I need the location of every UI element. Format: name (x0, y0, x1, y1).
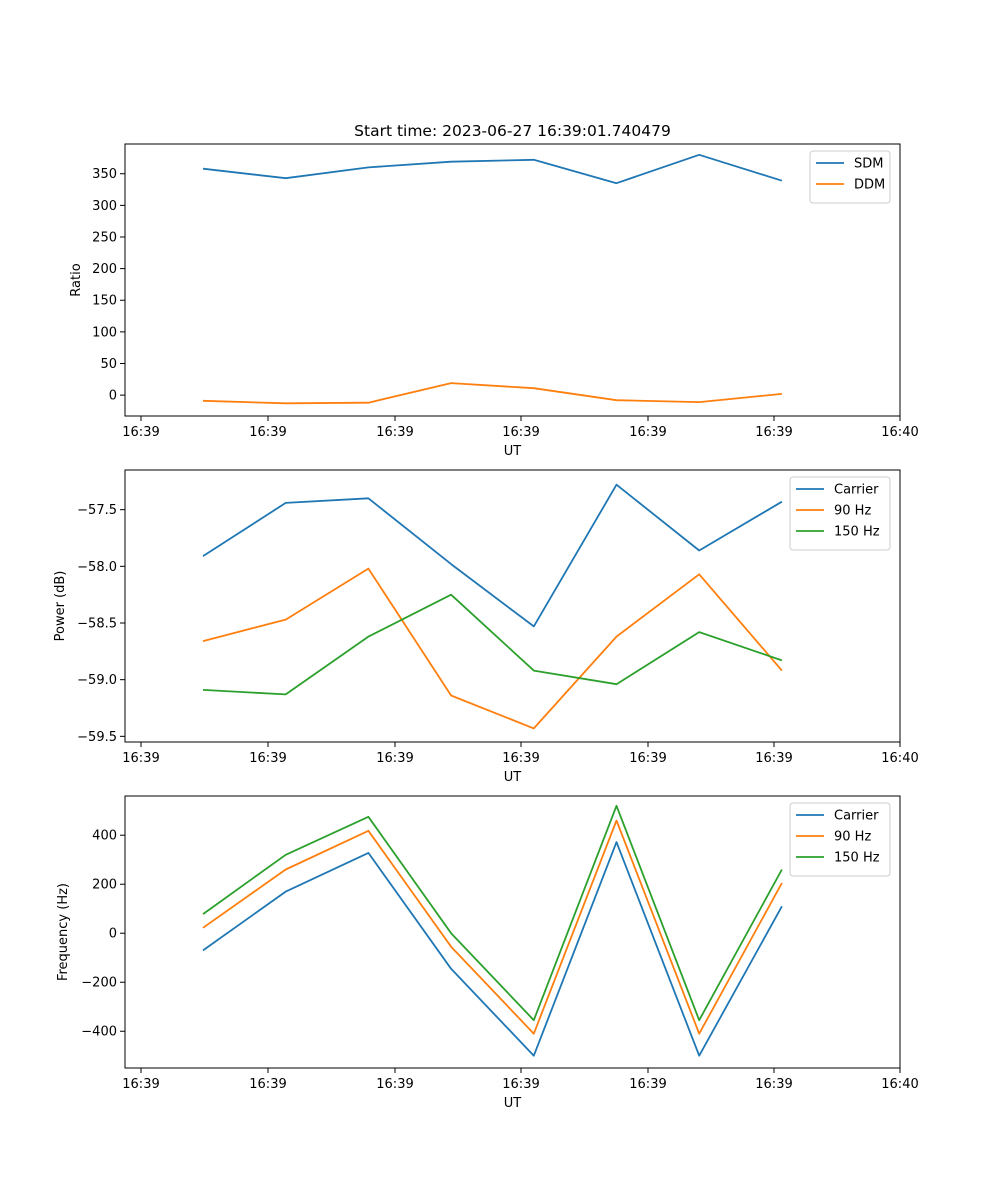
y-tick-label: −58.5 (77, 617, 117, 632)
x-tick-label: 16:39 (755, 1077, 792, 1092)
series-line-sdm (202, 153, 783, 185)
series-line-carrier (202, 841, 783, 1057)
x-tick-label: 16:39 (249, 751, 286, 766)
series-line-90-hz (202, 819, 783, 1035)
y-tick-label: 0 (109, 927, 117, 942)
y-tick-label: −200 (81, 976, 117, 991)
x-axis-label: UT (504, 444, 522, 459)
y-tick-label: 0 (109, 389, 117, 404)
x-tick-label: 16:39 (502, 751, 539, 766)
x-tick-label: 16:39 (122, 425, 159, 440)
legend-label: 150 Hz (834, 525, 880, 540)
ratio-panel: 16:39 16:39 16:39 16:39 16:39 16:39 16:40 0 50 10… (69, 143, 919, 459)
x-tick-label: 16:40 (881, 751, 918, 766)
y-tick-label: 50 (100, 357, 117, 372)
y-tick-label: −58.0 (77, 560, 117, 575)
x-tick-label: 16:39 (502, 425, 539, 440)
frequency-panel: 16:39 16:39 16:39 16:39 16:39 16:39 16:40 −400 −… (56, 795, 919, 1111)
series-line-carrier (202, 483, 783, 628)
legend-label: DDM (854, 178, 885, 193)
x-axis-label: UT (504, 770, 522, 785)
legend-label: 150 Hz (834, 851, 880, 866)
y-axis-label: Power (dB) (53, 571, 68, 642)
y-tick-label: 250 (92, 230, 117, 245)
legend-label: 90 Hz (834, 830, 871, 845)
x-tick-label: 16:39 (376, 751, 413, 766)
series-line-90-hz (202, 567, 783, 730)
y-tick-label: 200 (92, 878, 117, 893)
y-tick-label: −57.5 (77, 503, 117, 518)
x-tick-label: 16:39 (376, 1077, 413, 1092)
x-axis-label: UT (504, 1096, 522, 1111)
legend-label: 90 Hz (834, 504, 871, 519)
y-tick-label: 350 (92, 167, 117, 182)
y-tick-label: 400 (92, 829, 117, 844)
legend: SDM DDM (809, 150, 891, 204)
x-tick-label: 16:40 (881, 425, 918, 440)
legend: Carrier 90 Hz 150 Hz (789, 802, 891, 877)
chart-title: Start time: 2023-06-27 16:39:01.740479 (354, 122, 671, 140)
x-tick-label: 16:39 (629, 425, 666, 440)
y-axis-label: Ratio (69, 263, 84, 296)
x-tick-label: 16:39 (122, 751, 159, 766)
x-tick-label: 16:39 (502, 1077, 539, 1092)
x-tick-label: 16:39 (629, 1077, 666, 1092)
y-tick-label: 200 (92, 262, 117, 277)
x-tick-label: 16:39 (122, 1077, 159, 1092)
y-tick-label: −400 (81, 1025, 117, 1040)
x-tick-label: 16:39 (249, 425, 286, 440)
plot-frame (124, 469, 901, 743)
x-tick-label: 16:39 (376, 425, 413, 440)
x-tick-label: 16:40 (881, 1077, 918, 1092)
legend-box (809, 150, 891, 204)
legend-label: Carrier (834, 809, 879, 824)
x-tick-label: 16:39 (249, 1077, 286, 1092)
y-tick-label: −59.0 (77, 673, 117, 688)
y-axis-label: Frequency (Hz) (56, 883, 71, 981)
series-line-ddm (202, 382, 782, 405)
y-tick-label: −59.5 (77, 730, 117, 745)
x-tick-label: 16:39 (629, 751, 666, 766)
x-tick-label: 16:39 (755, 751, 792, 766)
series-line-150-hz (202, 804, 783, 1022)
legend-label: SDM (854, 157, 883, 172)
power-panel: 16:39 16:39 16:39 16:39 16:39 16:39 16:40 −59.5… (53, 469, 919, 785)
x-tick-label: 16:39 (755, 425, 792, 440)
legend: Carrier 90 Hz 150 Hz (789, 476, 891, 551)
series-line-150-hz (202, 593, 783, 696)
plot-frame (124, 795, 901, 1069)
y-tick-label: 300 (92, 199, 117, 214)
plot-frame (124, 143, 901, 417)
y-tick-label: 150 (92, 294, 117, 309)
y-tick-label: 100 (92, 325, 117, 340)
legend-label: Carrier (834, 483, 879, 498)
